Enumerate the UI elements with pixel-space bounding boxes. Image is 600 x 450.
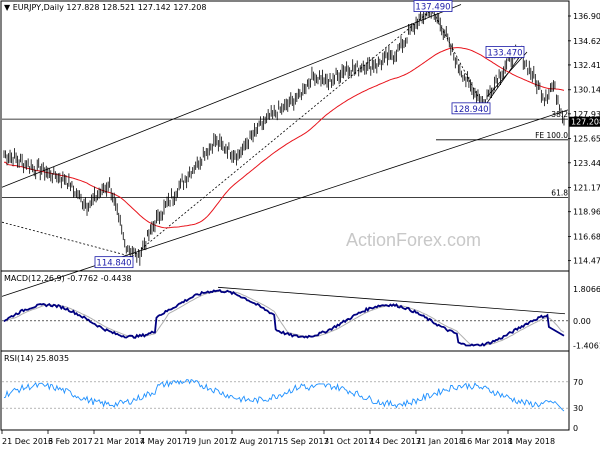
price-tick-label: 116.685	[573, 233, 600, 242]
x-tick-label: 4 May 2017	[140, 437, 187, 446]
price-tick-label: 121.170	[573, 184, 600, 193]
macd-tick-label: 0.00	[573, 317, 591, 326]
wedge-lower	[486, 51, 528, 97]
price-annotation-box	[413, 0, 453, 12]
dashed-trend-down	[431, 9, 479, 97]
dashed-trend-lower	[1, 221, 133, 258]
level-label: FE 100.0	[535, 131, 568, 140]
price-tick-label: 132.415	[573, 61, 600, 70]
macd-tick-label: -1.4061	[573, 342, 600, 351]
symbol-title: EURJPY,Daily	[13, 3, 64, 12]
price-annotation-label: 114.840	[96, 259, 131, 269]
x-tick-label: 14 Dec 2017	[370, 437, 421, 446]
x-tick-label: 21 Dec 2016	[2, 437, 53, 446]
price-tick-label: 125.655	[573, 135, 600, 144]
upper-channel-line	[1, 4, 462, 188]
price-tick-label: 114.475	[573, 257, 600, 266]
price-annotation-box	[485, 46, 525, 58]
x-tick-label: 31 Jan 2018	[416, 437, 464, 446]
macd-tick-label: 1.8066	[573, 285, 600, 294]
axes-layer: 136.900 134.625 132.415 130.140 127.930 125.6…	[1, 12, 600, 446]
dashed-trend-main	[131, 9, 433, 257]
ohlc-low: 127.142	[138, 3, 171, 12]
price-tick-label: 118.960	[573, 208, 600, 217]
x-tick-label: 3 Feb 2017	[48, 437, 93, 446]
rsi-tick-label: 70	[573, 378, 583, 387]
price-layer: 38.2 FE 100.0 61.8 137.490 133.470 128.940 114…	[1, 0, 568, 297]
price-tick-label: 130.140	[573, 86, 600, 95]
ohlc-close: 127.208	[173, 3, 206, 12]
price-annotation-label: 128.940	[453, 105, 488, 115]
rsi-tick-label: 0	[573, 424, 578, 433]
watermark: ActionForex.com	[346, 230, 481, 250]
price-tick-label: 136.900	[573, 12, 600, 21]
x-tick-label: 2 Aug 2017	[232, 437, 278, 446]
rsi-panel	[0, 350, 570, 431]
price-annotation-label: 133.470	[487, 48, 522, 58]
level-label: 61.8	[551, 189, 568, 198]
macd-panel	[0, 270, 570, 352]
moving-average-line	[3, 47, 565, 229]
price-annotation-box	[451, 102, 491, 115]
x-tick-label: 1 May 2018	[508, 437, 555, 446]
wedge-upper	[486, 53, 523, 104]
x-tick-label: 19 Jun 2017	[186, 437, 234, 446]
last-price-marker	[569, 116, 600, 127]
rsi-tick-label: 30	[573, 404, 583, 413]
price-tick-label: 127.930	[573, 110, 600, 119]
macd-layer	[2, 286, 568, 347]
rsi-line	[3, 379, 565, 412]
level-label: 38.2	[551, 110, 568, 119]
x-tick-label: 15 Sep 2017	[278, 437, 329, 446]
ohlc-open: 127.828	[66, 3, 99, 12]
dropdown-triangle-icon: ▼	[4, 3, 13, 12]
rsi-layer	[2, 379, 568, 412]
price-panel	[0, 0, 570, 272]
macd-line	[3, 288, 565, 347]
price-tick-label: 134.625	[573, 37, 600, 46]
rsi-title: RSI(14) 25.8035	[4, 354, 69, 363]
price-panel-title: ▼ EURJPY,Daily 127.828 128.521 127.142 1…	[4, 3, 206, 12]
price-annotation-box	[94, 256, 134, 269]
ohlc-high: 128.521	[102, 3, 135, 12]
price-tick-label: 123.445	[573, 159, 600, 168]
macd-trend-line	[217, 286, 566, 315]
macd-title: MACD(12,26,9) -0.7762 -0.4438	[4, 274, 132, 283]
x-tick-label: 31 Oct 2017	[324, 437, 373, 446]
x-tick-label: 21 Mar 2017	[94, 437, 145, 446]
last-price-label: 127.208	[571, 118, 600, 127]
price-annotation-label: 137.490	[415, 3, 450, 13]
x-tick-label: 16 Mar 2018	[462, 437, 513, 446]
